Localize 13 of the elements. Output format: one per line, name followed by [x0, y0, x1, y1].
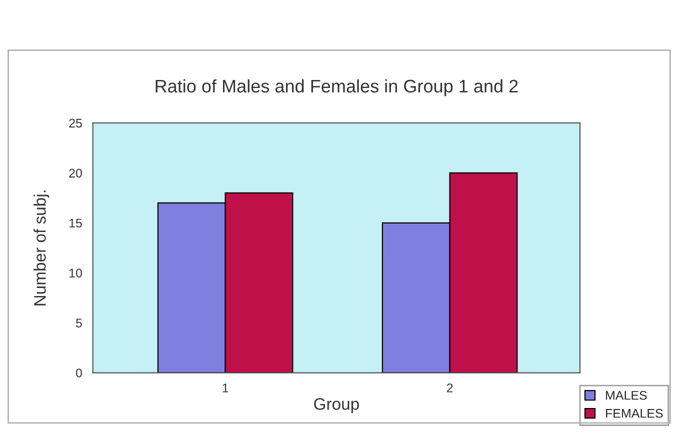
y-tick-label: 25	[69, 118, 82, 128]
y-axis-title: Number of subj.	[34, 190, 50, 306]
x-tick-label: 2	[446, 384, 453, 392]
y-tick-label: 0	[76, 368, 82, 378]
y-tick-label: 10	[70, 268, 82, 278]
chart-title: Ratio of Males and Females in Group 1 and 2	[156, 79, 518, 96]
y-tick-label: 15	[70, 218, 82, 228]
legend-label: FEMALES	[606, 408, 663, 418]
legend-label: MALES	[606, 390, 647, 400]
y-tick-label: 20	[69, 168, 82, 178]
x-axis-title: Group	[314, 398, 359, 414]
x-tick-label: 1	[222, 384, 228, 392]
y-tick-label: 5	[76, 318, 82, 328]
